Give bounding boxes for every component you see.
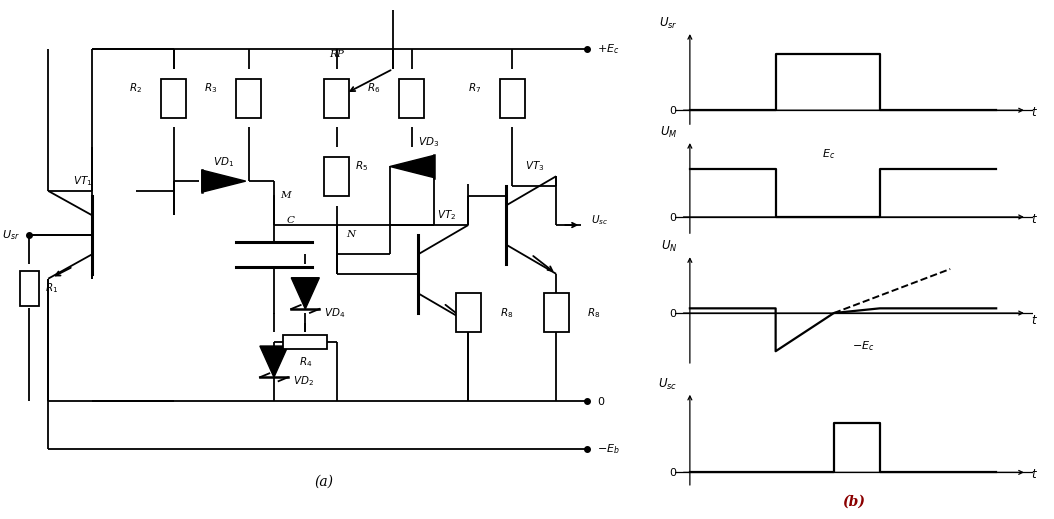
Text: $0$: $0$ bbox=[669, 467, 678, 479]
Text: $0$: $0$ bbox=[669, 104, 678, 116]
Text: $U_{sr}$: $U_{sr}$ bbox=[659, 16, 678, 31]
Bar bbox=[236, 79, 261, 118]
Text: $R_8$: $R_8$ bbox=[587, 306, 601, 320]
Text: $+E_c$: $+E_c$ bbox=[597, 43, 620, 56]
Text: N: N bbox=[346, 230, 355, 239]
Text: $R_3$: $R_3$ bbox=[204, 81, 217, 95]
Text: $U_{sc}$: $U_{sc}$ bbox=[659, 377, 678, 392]
Text: $t$: $t$ bbox=[1032, 468, 1038, 481]
Text: $U_{M}$: $U_{M}$ bbox=[660, 125, 678, 140]
Text: $R_5$: $R_5$ bbox=[355, 160, 369, 173]
Text: $VT_3$: $VT_3$ bbox=[525, 160, 544, 173]
Polygon shape bbox=[291, 278, 319, 309]
Text: (b): (b) bbox=[842, 495, 865, 509]
Text: $VD_1$: $VD_1$ bbox=[213, 155, 234, 169]
Bar bbox=[455, 293, 481, 332]
Bar bbox=[161, 79, 187, 118]
Text: RP: RP bbox=[329, 50, 344, 59]
Text: $U_{sc}$: $U_{sc}$ bbox=[590, 213, 608, 227]
Text: $VD_4$: $VD_4$ bbox=[325, 306, 346, 320]
Text: $VD_3$: $VD_3$ bbox=[418, 135, 440, 149]
Text: $U_{sr}$: $U_{sr}$ bbox=[2, 228, 20, 242]
Text: $VT_1$: $VT_1$ bbox=[74, 174, 93, 188]
Bar bbox=[399, 79, 425, 118]
Text: $0$: $0$ bbox=[669, 211, 678, 223]
Text: $R_8$: $R_8$ bbox=[500, 306, 513, 320]
Text: $R_6$: $R_6$ bbox=[367, 81, 380, 95]
Bar bbox=[500, 79, 525, 118]
Text: M: M bbox=[280, 192, 291, 200]
Text: $0$: $0$ bbox=[669, 307, 678, 319]
Text: $R_7$: $R_7$ bbox=[468, 81, 481, 95]
Text: $-E_c$: $-E_c$ bbox=[853, 339, 875, 353]
Polygon shape bbox=[260, 346, 288, 377]
Text: $t$: $t$ bbox=[1032, 106, 1038, 119]
Text: C: C bbox=[287, 216, 294, 225]
Bar bbox=[284, 335, 327, 349]
Text: $E_c$: $E_c$ bbox=[821, 147, 835, 161]
Polygon shape bbox=[390, 155, 434, 177]
Text: $R_1$: $R_1$ bbox=[45, 282, 58, 295]
Bar bbox=[325, 79, 349, 118]
Polygon shape bbox=[201, 170, 246, 192]
Text: $-E_b$: $-E_b$ bbox=[597, 443, 620, 456]
Text: $t$: $t$ bbox=[1032, 213, 1038, 226]
Text: $R_4$: $R_4$ bbox=[298, 355, 312, 368]
Text: $VT_2$: $VT_2$ bbox=[437, 209, 456, 222]
Text: $0$: $0$ bbox=[597, 394, 605, 407]
Text: $t$: $t$ bbox=[1032, 315, 1038, 327]
Text: (a): (a) bbox=[314, 474, 334, 488]
Text: $U_{N}$: $U_{N}$ bbox=[661, 239, 678, 254]
Bar bbox=[20, 271, 39, 306]
Bar bbox=[325, 157, 349, 196]
Bar bbox=[544, 293, 569, 332]
Text: $R_2$: $R_2$ bbox=[130, 81, 142, 95]
Text: $VD_2$: $VD_2$ bbox=[293, 374, 314, 388]
